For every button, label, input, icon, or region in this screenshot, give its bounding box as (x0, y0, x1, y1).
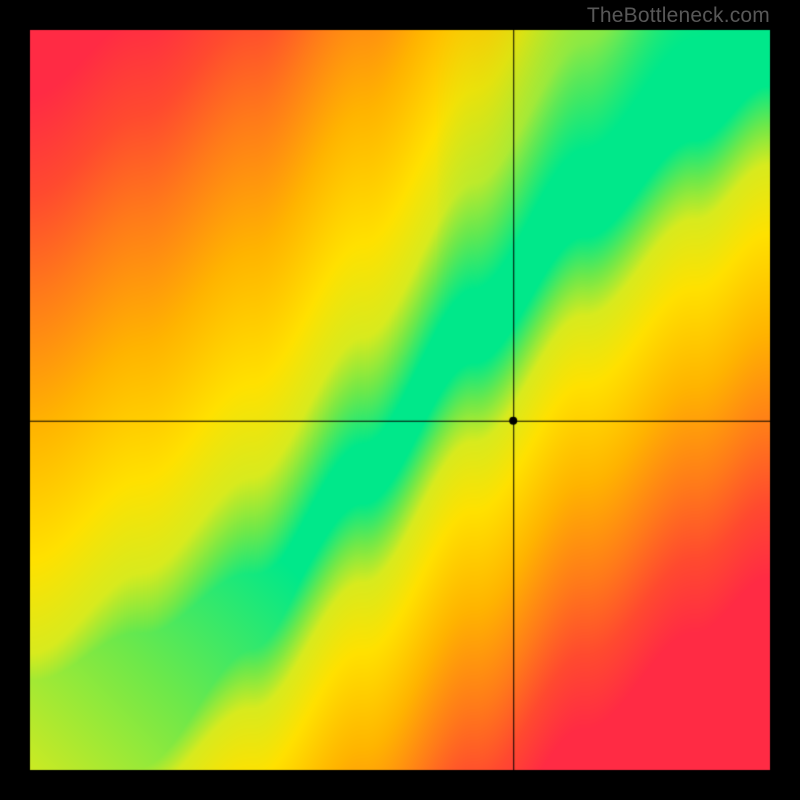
watermark-text: TheBottleneck.com (587, 4, 770, 28)
bottleneck-chart: TheBottleneck.com (0, 0, 800, 800)
heatmap-canvas (0, 0, 800, 800)
